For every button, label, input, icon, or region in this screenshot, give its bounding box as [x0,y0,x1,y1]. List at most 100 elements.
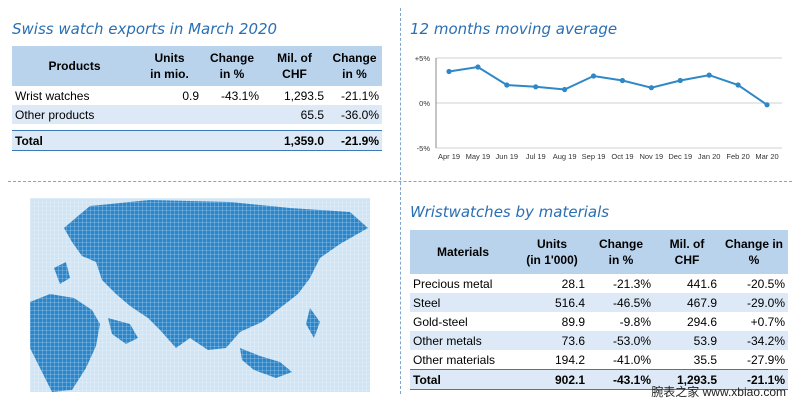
x-tick-label: Dec 19 [668,152,692,161]
cell-units: 0.9 [182,88,199,103]
x-tick-label: Jan 20 [698,152,721,161]
cell-value: 467.9 [654,293,720,312]
total-row: Total 1,359.0 -21.9% [12,130,382,151]
cell-value: 294.6 [686,314,717,329]
x-tick-label: May 19 [466,152,491,161]
data-point [648,85,654,91]
header-units: Units (in 1'000) [516,230,588,274]
cell-value-change: -36.0% [327,105,382,124]
cell-value: 53.9 [654,331,720,350]
header-products: Products [12,46,137,86]
cell-value-change: -27.9% [746,352,785,367]
cell-value-change: -21.9% [327,130,382,151]
cell-units: 89.9 [561,314,585,329]
y-tick-label: -5% [417,144,431,153]
exports-title: Swiss watch exports in March 2020 [12,20,278,38]
header-change-units: Change in % [202,46,262,86]
cell-change: -9.8% [619,314,651,329]
table-row: Steel 516.4 -46.5% 467.9 -29.0% [410,293,788,312]
table-row: Precious metal 28.1 -21.3% 441.6 -20.5% [410,274,788,293]
data-point [533,84,539,90]
cell-change: -21.3% [612,276,651,291]
cell-product: Other products [12,105,137,124]
cell-value-change: -34.2% [720,331,788,350]
x-tick-label: Sep 19 [582,152,606,161]
materials-table: Materials Units (in 1'000) Change in % Mil… [410,230,788,390]
cell-value: 1,293.5 [283,88,324,103]
x-tick-label: Apr 19 [438,152,460,161]
data-point [475,64,481,70]
x-tick-label: Nov 19 [639,152,663,161]
x-tick-label: Mar 20 [755,152,778,161]
moving-average-chart: +5% 0% -5% Apr 19 May 19 Jun 19 Jul 19 Aug 19 Se… [415,54,782,161]
data-point [562,86,568,93]
header-mil-chf: Mil. of CHF [654,230,720,274]
data-point [590,73,597,79]
horizontal-divider [8,181,792,182]
materials-title: Wristwatches by materials [410,203,610,221]
cell-value: 1,359.0 [262,130,327,151]
cell-units: 516.4 [516,293,588,312]
header-materials: Materials [410,230,516,274]
cell-units: 28.1 [561,276,585,291]
x-tick-label: Aug 19 [553,152,577,161]
cell-change: -43.1% [220,88,259,103]
header-units: Units in mio. [137,46,202,86]
cell-units: 902.1 [516,369,588,390]
x-tick-label: Oct 19 [611,152,633,161]
cell-change [202,105,262,124]
cell-units [137,105,202,124]
data-point [735,82,741,88]
data-point [706,72,712,78]
cell-value-change: -21.1% [340,88,379,103]
watermark-text: 腕表之家 www.xbiao.com [651,385,786,399]
total-row: Total 902.1 -43.1% 1,293.5 -21.1% [410,369,788,390]
cell-value-change: +0.7% [750,314,785,329]
header-change-value: Change in % [327,46,382,86]
header-change-value: Change in% [720,230,788,274]
cell-value: 65.5 [262,105,327,124]
cell-change: -46.5% [588,293,654,312]
cell-change: -53.0% [588,331,654,350]
table-row: Gold-steel 89.9 -9.8% 294.6 +0.7% [410,312,788,331]
series-line [448,65,768,106]
cell-value: 35.5 [693,352,717,367]
cell-change: -43.1% [588,369,654,390]
cell-change: -41.0% [612,352,651,367]
table-row: Other materials 194.2 -41.0% 35.5 -27.9% [410,350,788,370]
cell-material: Steel [410,293,516,312]
table-row: Other metals 73.6 -53.0% 53.9 -34.2% [410,331,788,350]
exports-table: Products Units in mio. Change in % Mil. of… [12,46,382,151]
x-tick-label: Jul 19 [526,152,546,161]
cell-product: Total [12,130,137,151]
table-row: Wrist watches 0.9 -43.1% 1,293.5 -21.1% [12,86,382,105]
table-row: Other products 65.5 -36.0% [12,105,382,124]
data-point [764,102,770,108]
cell-value: 1,293.5 [654,369,720,390]
cell-units [137,130,202,151]
y-tick-label: +5% [415,54,431,63]
world-map-image [30,198,370,392]
cell-change [202,130,262,151]
cell-value-change: -20.5% [746,276,785,291]
cell-material: Total [410,369,516,390]
cell-material: Other metals [410,331,516,350]
data-point [677,77,683,84]
header-mil-chf: Mil. of CHF [262,46,327,86]
vertical-divider [400,8,401,394]
data-point [446,68,452,75]
x-tick-label: Jun 19 [496,152,519,161]
y-tick-label: 0% [419,99,430,108]
cell-material: Gold-steel [413,314,468,329]
data-point [504,82,510,88]
cell-units: 194.2 [554,352,585,367]
cell-value-change: -29.0% [720,293,788,312]
header-change-units: Change in % [588,230,654,274]
data-point [619,77,626,84]
cell-material: Other materials [413,352,496,367]
chart-title: 12 months moving average [410,20,618,38]
cell-units: 73.6 [516,331,588,350]
x-tick-label: Feb 20 [726,152,749,161]
cell-value-change: -21.1% [720,369,788,390]
cell-value: 441.6 [686,276,717,291]
